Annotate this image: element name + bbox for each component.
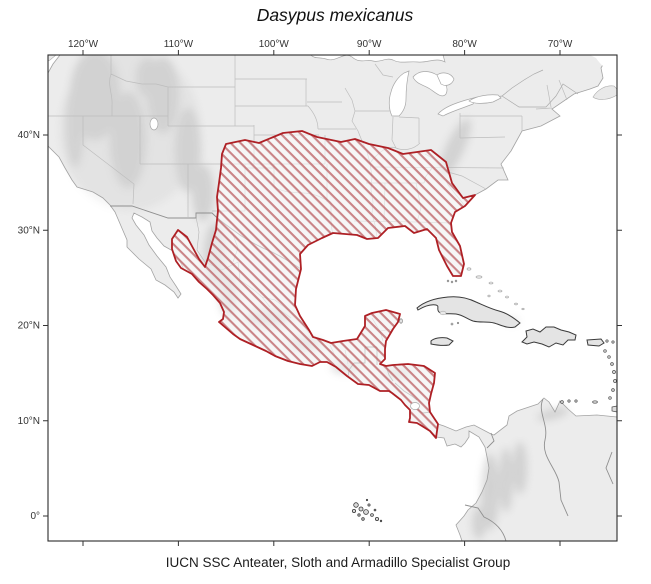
tick-label-110w: 110°W	[164, 39, 194, 50]
hispaniola	[521, 326, 577, 348]
tick-label-40n: 40°N	[18, 130, 40, 141]
galapagos-islands	[351, 498, 383, 523]
tick-label-20n: 20°N	[18, 321, 40, 332]
figure-title: Dasypus mexicanus	[257, 5, 414, 25]
great-lakes	[149, 55, 502, 131]
lake-nicaragua	[410, 402, 420, 410]
tick-label-0: 0°	[30, 511, 40, 522]
top-axis-labels: 120°W 110°W 100°W 90°W 80°W 70°W	[68, 39, 573, 50]
nova-scotia	[592, 85, 617, 100]
small-islands	[399, 279, 460, 326]
puerto-rico	[586, 338, 605, 347]
tick-label-90w: 90°W	[357, 39, 382, 50]
tick-label-120w: 120°W	[68, 39, 99, 50]
jamaica	[430, 337, 454, 346]
caribbean-islands	[399, 267, 617, 413]
tick-label-80w: 80°W	[452, 39, 477, 50]
vancouver-island	[48, 55, 57, 62]
gulf-of-st-lawrence	[590, 55, 617, 75]
left-axis-labels: 40°N 30°N 20°N 10°N 0°	[18, 130, 40, 522]
axis-ticks	[43, 50, 622, 546]
tick-label-10n: 10°N	[18, 416, 40, 427]
figure-caption: IUCN SSC Anteater, Sloth and Armadillo S…	[166, 555, 510, 570]
map-frame	[47, 54, 618, 542]
bahamas-islands	[466, 267, 525, 311]
tick-label-70w: 70°W	[548, 39, 573, 50]
tick-label-30n: 30°N	[18, 225, 40, 236]
species-range-polygon	[171, 130, 476, 439]
cuba	[416, 296, 521, 328]
tick-label-100w: 100°W	[259, 39, 290, 50]
lesser-antilles-islands	[560, 339, 617, 413]
